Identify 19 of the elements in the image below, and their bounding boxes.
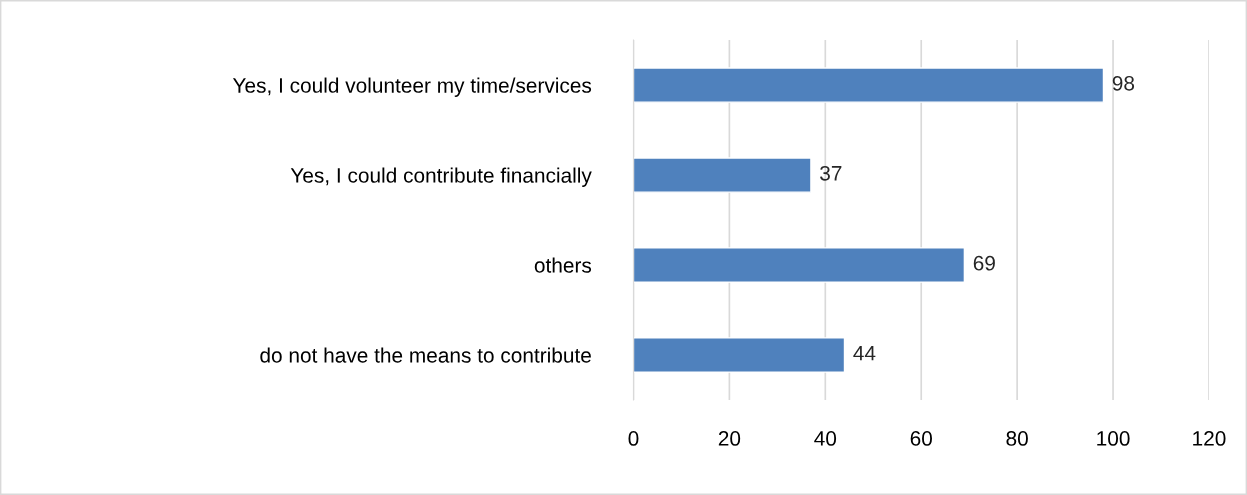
x-tick-label: 60 <box>910 431 932 446</box>
data-label: 44 <box>853 346 876 361</box>
bar <box>633 337 846 373</box>
y-tick-label: others <box>534 257 592 273</box>
data-label: 37 <box>820 165 842 181</box>
x-tick-label: 100 <box>1097 431 1130 446</box>
x-tick-label: 40 <box>814 431 837 446</box>
y-tick-label: Yes, I could contribute financially <box>290 167 592 187</box>
bar <box>633 247 966 283</box>
x-tick-label: 20 <box>718 431 741 446</box>
bar <box>633 67 1105 103</box>
y-tick-label: do not have the means to contribute <box>260 347 591 363</box>
x-tick-label: 120 <box>1193 431 1226 446</box>
data-label: 69 <box>973 255 995 271</box>
x-tick-label: 80 <box>1006 431 1028 446</box>
y-tick-label: Yes, I could volunteer my time/services <box>232 77 592 97</box>
data-label: 98 <box>1112 75 1135 91</box>
bar <box>633 157 812 193</box>
x-tick-label: 0 <box>628 431 639 446</box>
